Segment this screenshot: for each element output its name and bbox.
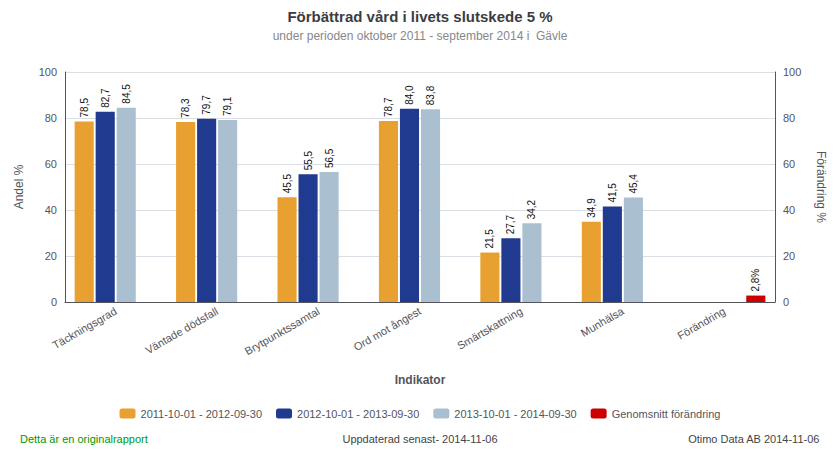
svg-text:0: 0 bbox=[783, 296, 789, 308]
svg-text:82,7: 82,7 bbox=[100, 88, 111, 108]
svg-text:Förbättrad vård i livets sluts: Förbättrad vård i livets slutskede 5 % bbox=[287, 8, 552, 25]
svg-text:45,4: 45,4 bbox=[628, 174, 639, 194]
svg-text:2013-10-01 - 2014-09-30: 2013-10-01 - 2014-09-30 bbox=[454, 408, 576, 420]
svg-text:27,7: 27,7 bbox=[505, 214, 516, 234]
svg-text:84,0: 84,0 bbox=[404, 85, 415, 105]
svg-text:Genomsnitt förändring: Genomsnitt förändring bbox=[612, 408, 721, 420]
svg-text:56,5: 56,5 bbox=[324, 148, 335, 168]
svg-text:Otimo Data AB 2014-11-06: Otimo Data AB 2014-11-06 bbox=[688, 433, 819, 445]
svg-text:79,7: 79,7 bbox=[201, 95, 212, 115]
svg-text:40: 40 bbox=[45, 204, 57, 216]
svg-text:2011-10-01 - 2012-09-30: 2011-10-01 - 2012-09-30 bbox=[141, 408, 262, 420]
svg-text:80: 80 bbox=[783, 112, 795, 124]
svg-text:100: 100 bbox=[39, 66, 57, 78]
svg-text:78,7: 78,7 bbox=[383, 97, 394, 117]
svg-text:under perioden oktober 2011 -: under perioden oktober 2011 - september … bbox=[273, 29, 568, 43]
svg-text:Ord mot ångest: Ord mot ångest bbox=[351, 305, 423, 353]
svg-text:79,1: 79,1 bbox=[222, 96, 233, 116]
svg-text:Väntade dödsfall: Väntade dödsfall bbox=[143, 305, 220, 356]
svg-text:2012-10-01 - 2013-09-30: 2012-10-01 - 2013-09-30 bbox=[297, 408, 419, 420]
svg-text:78,5: 78,5 bbox=[79, 98, 90, 118]
svg-text:Täckningsgrad: Täckningsgrad bbox=[50, 305, 118, 351]
svg-text:Uppdaterad senast- 2014-11-06: Uppdaterad senast- 2014-11-06 bbox=[342, 433, 497, 445]
svg-text:21,5: 21,5 bbox=[484, 229, 495, 249]
svg-text:45,5: 45,5 bbox=[282, 173, 293, 193]
svg-text:78,3: 78,3 bbox=[180, 98, 191, 118]
svg-text:2,8%: 2,8% bbox=[750, 269, 761, 292]
svg-text:0: 0 bbox=[51, 296, 57, 308]
svg-text:41,5: 41,5 bbox=[607, 183, 618, 203]
svg-text:Brytpunktssamtal: Brytpunktssamtal bbox=[243, 305, 322, 358]
svg-text:60: 60 bbox=[45, 158, 57, 170]
svg-text:80: 80 bbox=[45, 112, 57, 124]
svg-text:40: 40 bbox=[783, 204, 795, 216]
svg-text:Förändring %: Förändring % bbox=[814, 151, 828, 223]
svg-text:20: 20 bbox=[783, 250, 795, 262]
svg-text:34,2: 34,2 bbox=[526, 199, 537, 219]
svg-text:Indikator: Indikator bbox=[395, 373, 446, 387]
svg-text:55,5: 55,5 bbox=[303, 150, 314, 170]
svg-text:Förändring: Förändring bbox=[675, 305, 727, 342]
svg-text:60: 60 bbox=[783, 158, 795, 170]
svg-text:83,8: 83,8 bbox=[425, 85, 436, 105]
svg-text:34,9: 34,9 bbox=[586, 198, 597, 218]
svg-text:Smärtskattning: Smärtskattning bbox=[455, 305, 524, 352]
svg-text:Detta är en originalrapport: Detta är en originalrapport bbox=[20, 433, 148, 445]
svg-text:84,5: 84,5 bbox=[121, 84, 132, 104]
svg-text:100: 100 bbox=[783, 66, 801, 78]
svg-text:Andel %: Andel % bbox=[12, 164, 26, 209]
svg-text:20: 20 bbox=[45, 250, 57, 262]
svg-text:Munhälsa: Munhälsa bbox=[579, 304, 627, 339]
